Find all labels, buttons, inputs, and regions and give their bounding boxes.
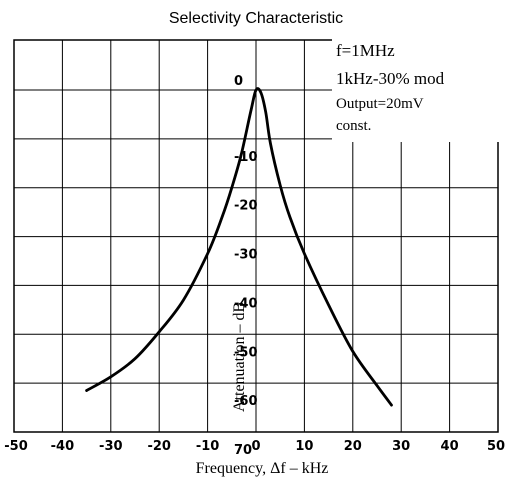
- y-tick-label: -10: [234, 150, 258, 165]
- annotation-frequency: f=1MHz: [336, 41, 395, 60]
- y-tick-label: 0: [234, 74, 243, 89]
- x-tick-label: -50: [4, 439, 28, 454]
- x-tick-label: -40: [51, 439, 75, 454]
- annotation-output: Output=20mV: [336, 96, 424, 112]
- x-tick-label: -30: [99, 439, 123, 454]
- y-tick-label: 70: [234, 443, 252, 458]
- x-tick-label: -10: [196, 439, 220, 454]
- y-axis-label: Attenuation – dB: [231, 302, 248, 412]
- annotation-modulation: 1kHz-30% mod: [336, 69, 445, 88]
- annotation-const: const.: [336, 118, 371, 134]
- y-tick-label: -30: [234, 248, 258, 263]
- x-tick-label: 40: [441, 439, 459, 454]
- x-tick-labels: -50 -40 -30 -20 -10 0 10 20 30 40 50: [4, 439, 505, 454]
- x-tick-label: 0: [251, 439, 260, 454]
- x-tick-label: 20: [344, 439, 362, 454]
- x-axis-label: Frequency, Δf – kHz: [196, 460, 329, 477]
- x-tick-label: 30: [392, 439, 410, 454]
- x-tick-label: -20: [147, 439, 171, 454]
- chart-title: Selectivity Characteristic: [169, 10, 343, 27]
- x-tick-label: 10: [295, 439, 313, 454]
- x-tick-label: 50: [487, 439, 505, 454]
- y-tick-label: -20: [234, 199, 258, 214]
